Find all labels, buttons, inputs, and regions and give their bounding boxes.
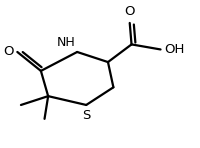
Text: OH: OH (164, 43, 185, 56)
Text: S: S (82, 109, 90, 122)
Text: O: O (3, 45, 14, 58)
Text: O: O (124, 5, 135, 18)
Text: NH: NH (57, 36, 75, 49)
